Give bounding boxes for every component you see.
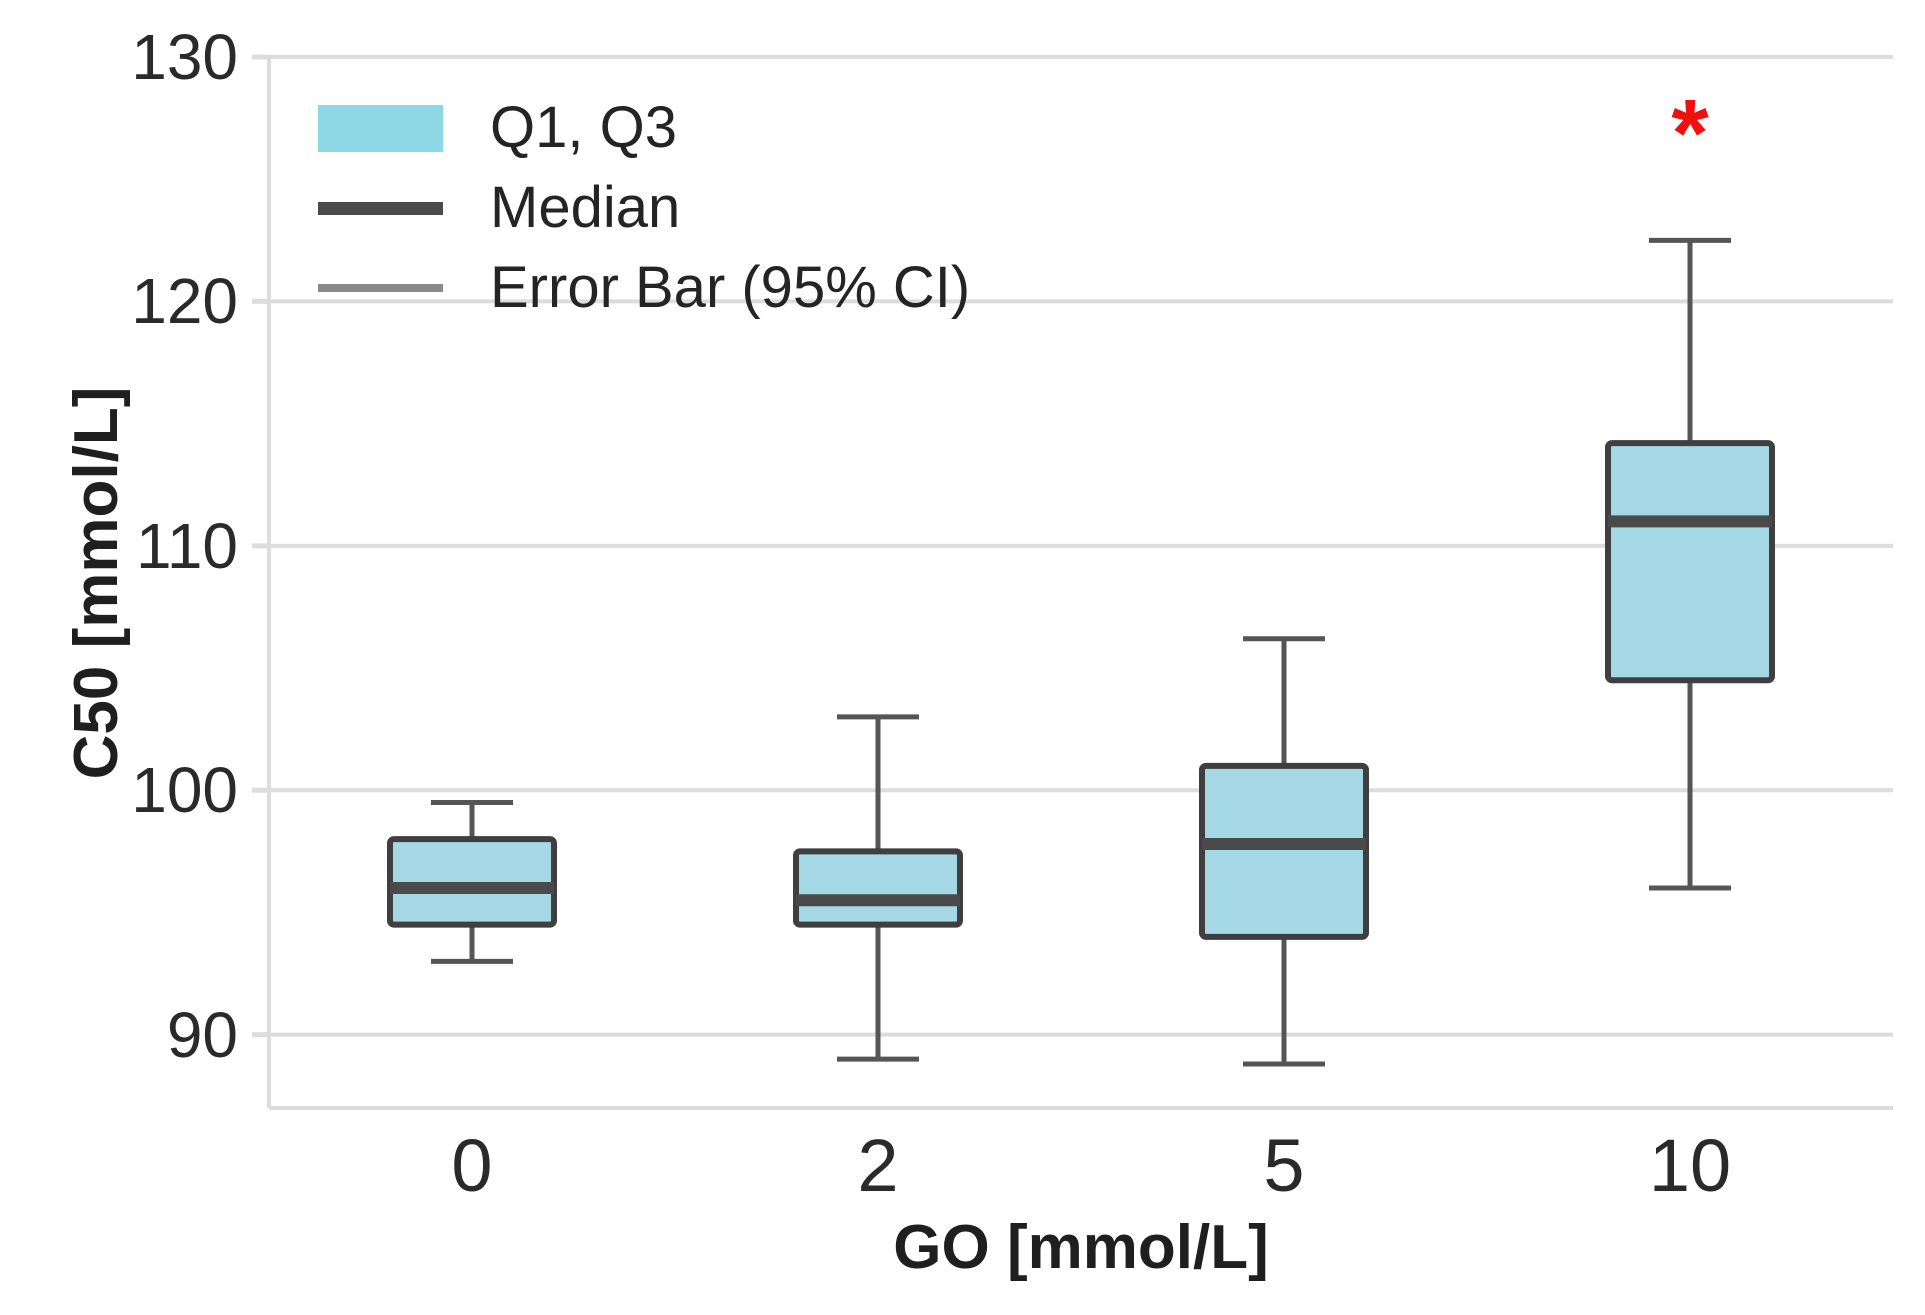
- x-axis-title: GO [mmol/L]: [893, 1213, 1269, 1282]
- y-tick-label: 130: [131, 21, 238, 93]
- legend-label: Median: [490, 175, 681, 240]
- y-tick-label: 120: [131, 265, 238, 338]
- y-tick-label: 110: [135, 509, 238, 582]
- significance-asterisk: *: [1671, 79, 1709, 187]
- legend-label: Error Bar (95% CI): [490, 255, 971, 320]
- legend-label: Q1, Q3: [490, 95, 677, 160]
- y-tick-label: 100: [131, 754, 238, 827]
- legend-entry-iqr-box: Q1, Q3: [318, 88, 970, 168]
- x-tick-label: 10: [1648, 1124, 1732, 1207]
- legend: Q1, Q3 Median Error Bar (95% CI): [318, 88, 970, 328]
- error-bar-swatch-icon: [318, 284, 443, 292]
- iqr-box-swatch-icon: [318, 104, 443, 152]
- legend-entry-median: Median: [318, 168, 970, 248]
- x-tick-label: 2: [857, 1124, 899, 1207]
- y-tick-label: 90: [166, 998, 238, 1071]
- x-tick-label: 5: [1263, 1124, 1305, 1207]
- legend-entry-error-bar: Error Bar (95% CI): [318, 248, 970, 328]
- x-tick-label: 0: [451, 1124, 493, 1207]
- y-axis-title: C50 [mmol/L]: [62, 386, 131, 780]
- median-line-swatch-icon: [318, 201, 443, 215]
